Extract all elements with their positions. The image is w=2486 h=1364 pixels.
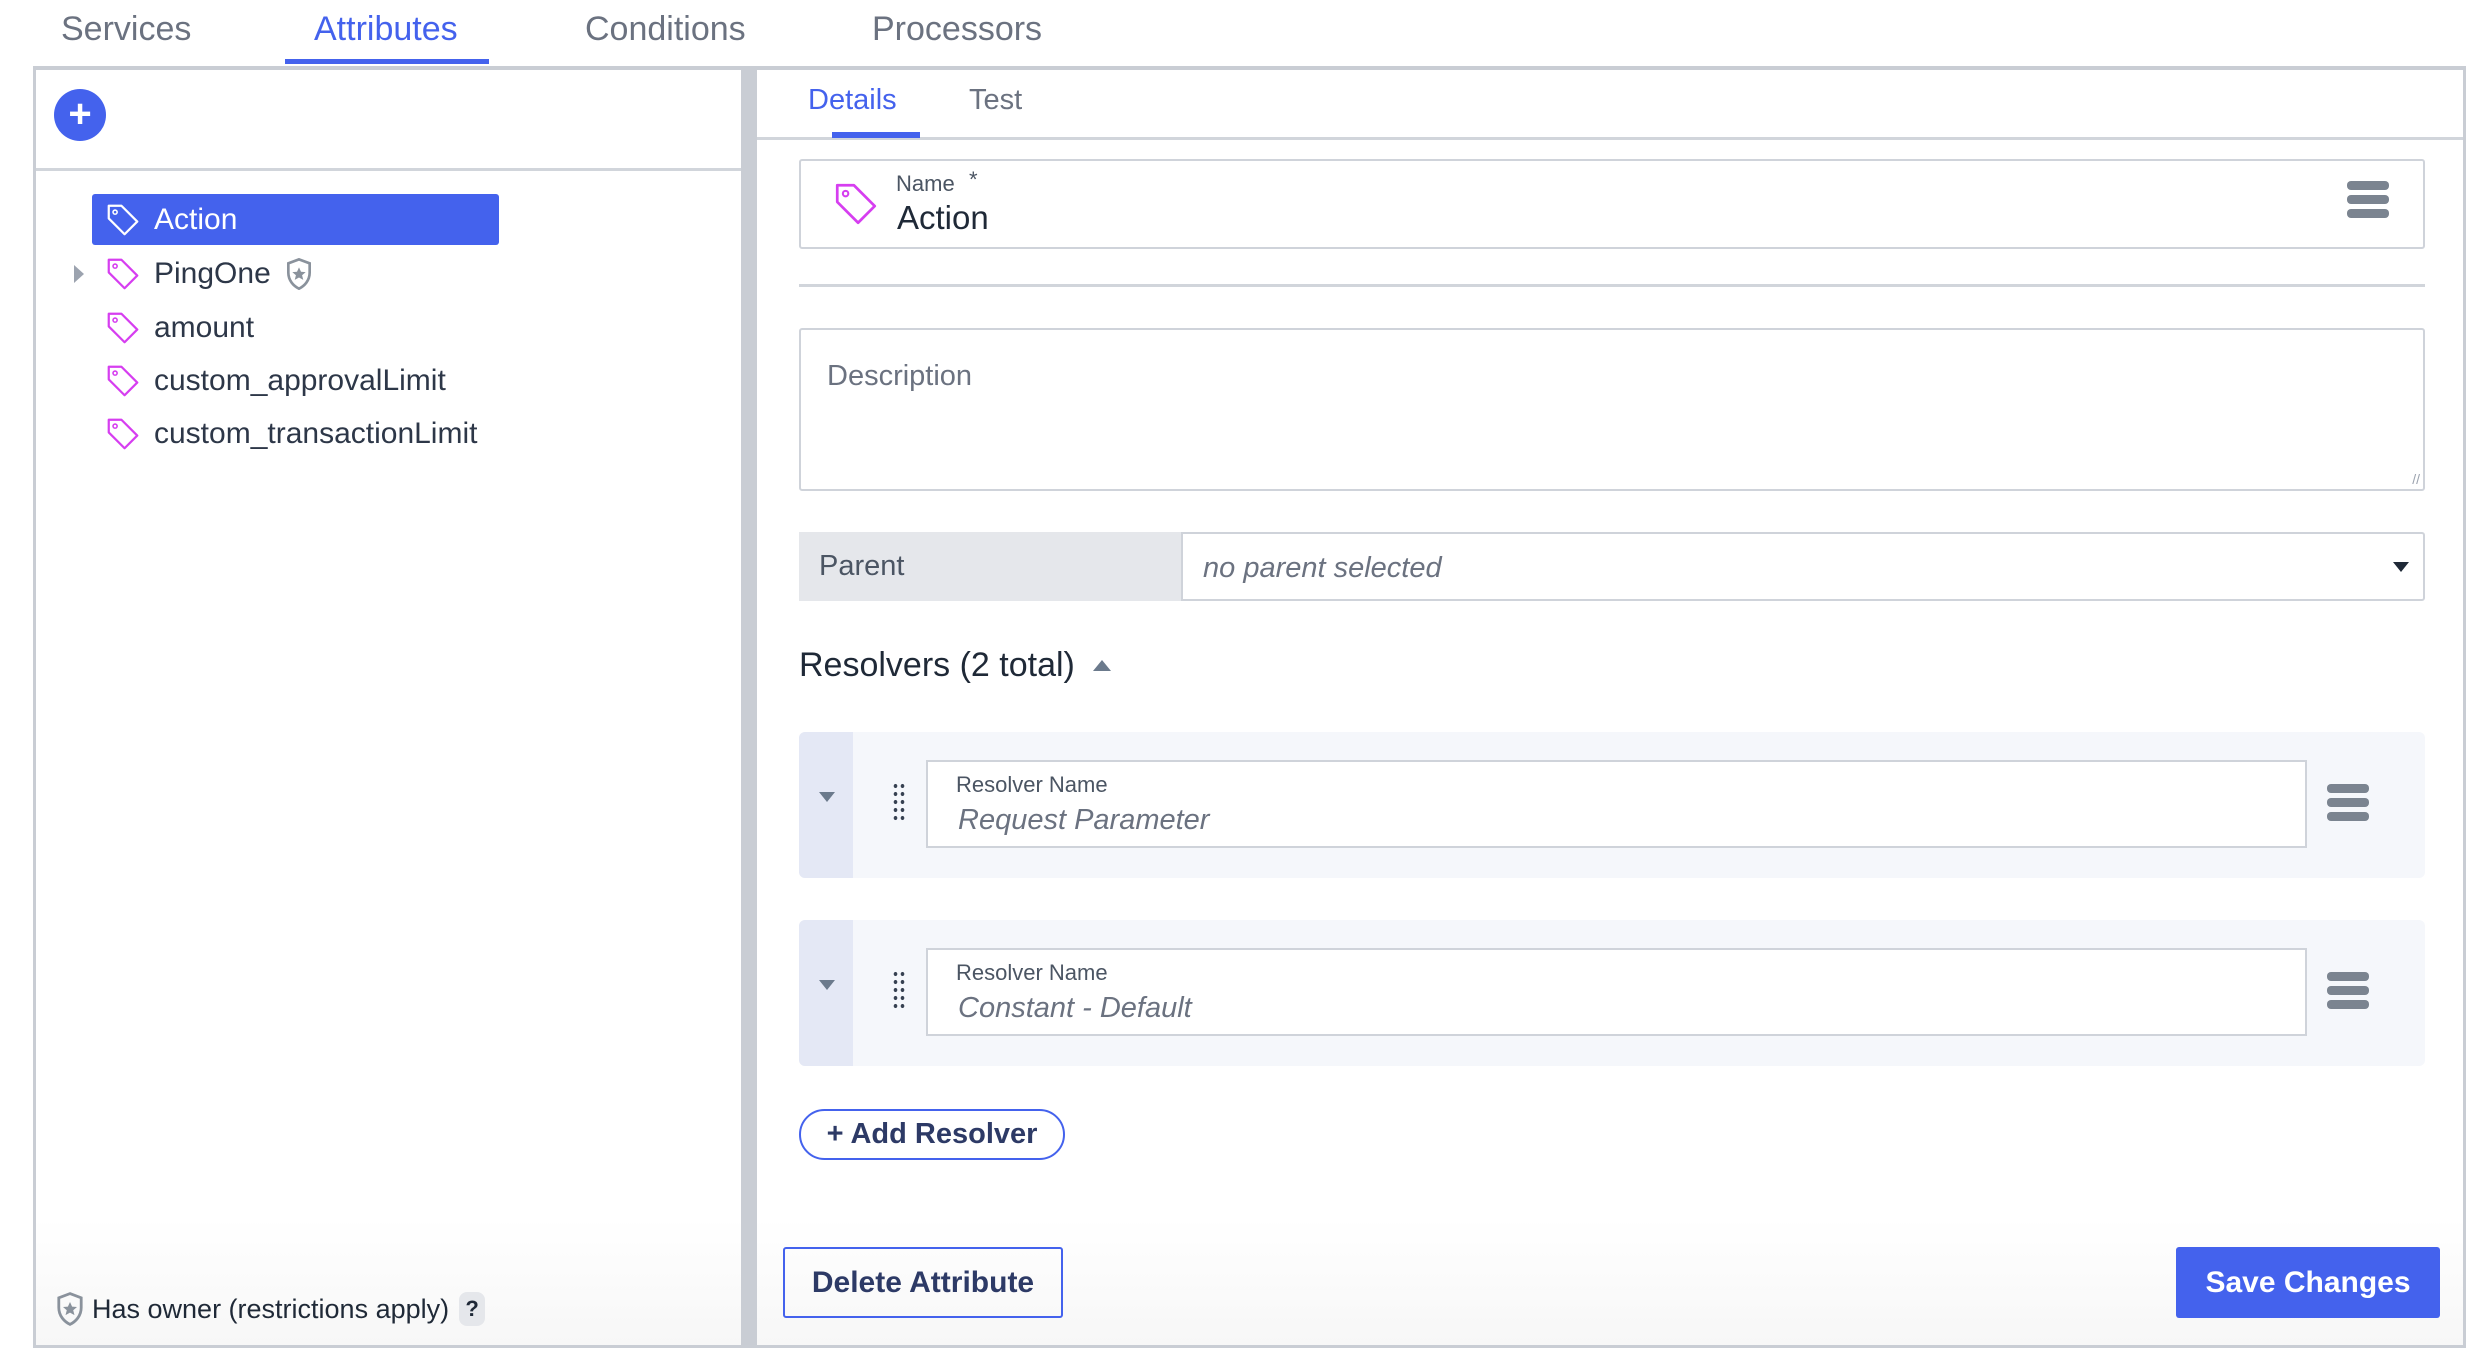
resolver-name-value: Request Parameter [958,804,1210,836]
resolvers-heading-text: Resolvers (2 total) [799,646,1075,684]
chevron-down-icon [2393,562,2409,572]
parent-select[interactable]: no parent selected [1181,532,2425,601]
tab-details[interactable]: Details [808,84,897,116]
name-value[interactable]: Action [897,199,989,236]
drag-handle-icon[interactable] [892,782,906,822]
tree-item-label: PingOne [154,256,271,290]
tag-icon [107,365,139,396]
help-button[interactable]: ? [459,1292,486,1326]
owner-legend-text: Has owner (restrictions apply) [92,1293,450,1324]
tag-icon [835,183,877,225]
shield-star-icon [57,1292,83,1326]
resolvers-heading[interactable]: Resolvers (2 total) [799,646,1111,685]
active-tab-indicator [832,132,920,138]
tag-icon [107,258,139,289]
tree-item-action[interactable]: Action [92,194,499,245]
drag-handle-icon[interactable] [892,970,906,1010]
active-tab-indicator [285,59,489,64]
divider [799,284,2425,287]
save-changes-button[interactable]: Save Changes [2176,1247,2440,1318]
tab-attributes[interactable]: Attributes [314,10,458,48]
tree-item-label: custom_approvalLimit [154,363,446,397]
hamburger-menu-icon[interactable] [2327,972,2369,1009]
add-attribute-button[interactable]: + [54,89,106,141]
parent-label: Parent [799,532,1181,601]
resolver-name-field[interactable]: Resolver Name Constant - Default [926,948,2307,1036]
hamburger-menu-icon[interactable] [2347,181,2389,218]
required-mark: * [969,167,978,192]
expand-toggle[interactable] [799,732,853,878]
resolver-card: Resolver Name Constant - Default [799,920,2425,1066]
tag-icon [107,204,139,235]
divider [36,168,741,171]
tab-processors[interactable]: Processors [872,10,1043,48]
name-label: Name [896,171,955,196]
tree-item-label: custom_transactionLimit [154,416,478,450]
resolver-name-value: Constant - Default [958,992,1192,1024]
tree-item-custom-approvallimit[interactable]: custom_approvalLimit [92,355,499,406]
expand-caret-icon[interactable] [74,264,84,283]
owner-legend: Has owner (restrictions apply) ? [56,1292,486,1326]
name-field[interactable]: Name * Action [799,159,2425,249]
resolver-name-label: Resolver Name [956,772,1108,797]
main-container [33,66,2466,1348]
tag-icon [107,312,139,343]
expand-toggle[interactable] [799,920,853,1066]
resolver-name-field[interactable]: Resolver Name Request Parameter [926,760,2307,848]
tree-item-custom-transactionlimit[interactable]: custom_transactionLimit [92,408,499,459]
delete-attribute-button[interactable]: Delete Attribute [783,1247,1063,1318]
tree-item-amount[interactable]: amount [92,302,499,353]
add-resolver-button[interactable]: + Add Resolver [799,1109,1065,1160]
collapse-caret-icon[interactable] [1092,660,1111,671]
shield-star-icon [286,257,311,290]
hamburger-menu-icon[interactable] [2327,784,2369,821]
description-textarea[interactable]: Description // [799,328,2425,491]
tab-test[interactable]: Test [969,84,1023,116]
description-placeholder: Description [827,360,973,392]
resize-grip-icon[interactable]: // [2412,471,2420,487]
tree-item-pingone[interactable]: PingOne [74,248,499,299]
parent-value: no parent selected [1203,552,1442,584]
tab-conditions[interactable]: Conditions [585,10,746,48]
tab-services[interactable]: Services [61,10,192,48]
tab-divider [757,137,2463,140]
resolver-name-label: Resolver Name [956,960,1108,985]
tree-item-label: Action [154,202,238,236]
panel-resize-handle[interactable] [741,70,757,1345]
tag-icon [107,418,139,449]
tree-item-label: amount [154,310,255,344]
resolver-card: Resolver Name Request Parameter [799,732,2425,878]
